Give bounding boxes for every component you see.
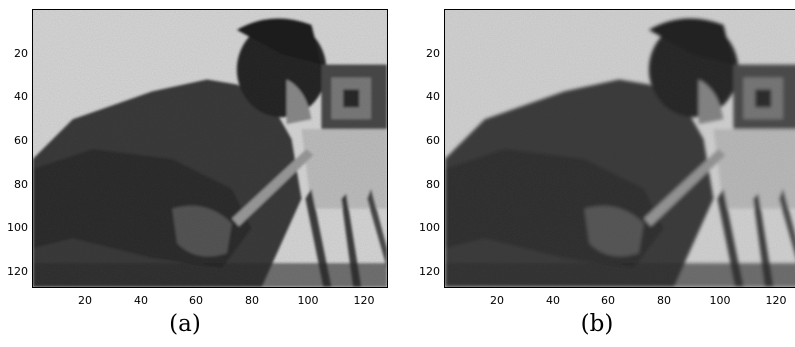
image-axes	[32, 9, 388, 288]
y-tick-label: 40	[426, 90, 440, 103]
y-tick-label: 100	[7, 221, 28, 234]
y-tick-label: 120	[419, 265, 440, 278]
x-tick-label: 100	[297, 294, 319, 307]
y-tick-label: 80	[14, 178, 28, 191]
x-tick-label: 40	[134, 294, 148, 307]
cameraman-photo	[445, 10, 795, 287]
x-tick-label: 120	[765, 294, 787, 307]
image-panel-a: 20 40 60 80 100 120 20 40 60 80 100 120 …	[0, 0, 388, 347]
y-tick-label: 120	[7, 265, 28, 278]
x-tick-label: 80	[657, 294, 671, 307]
cameraman-photo	[33, 10, 387, 287]
y-tick-label: 20	[426, 47, 440, 60]
image-axes	[444, 9, 795, 288]
y-tick-label: 60	[426, 134, 440, 147]
y-tick-label: 100	[419, 221, 440, 234]
panel-caption: (a)	[169, 311, 201, 337]
x-tick-label: 60	[601, 294, 615, 307]
y-tick-label: 60	[14, 134, 28, 147]
x-tick-label: 60	[189, 294, 203, 307]
x-tick-label: 80	[245, 294, 259, 307]
y-tick-label: 80	[426, 178, 440, 191]
panel-caption: (b)	[580, 311, 614, 337]
x-tick-label: 100	[709, 294, 731, 307]
x-tick-label: 20	[490, 294, 504, 307]
x-tick-label: 20	[78, 294, 92, 307]
x-tick-label: 40	[546, 294, 560, 307]
y-tick-label: 40	[14, 90, 28, 103]
y-tick-label: 20	[14, 47, 28, 60]
image-panel-b: 20 40 60 80 100 120 20 40 60 80 100 120 …	[412, 0, 795, 347]
x-tick-label: 120	[353, 294, 375, 307]
